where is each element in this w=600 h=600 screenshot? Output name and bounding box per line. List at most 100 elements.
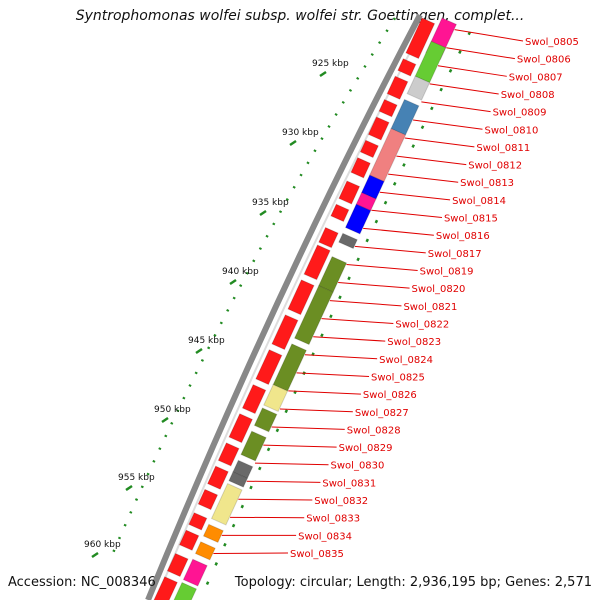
gene-label[interactable]: Swol_0827 [355, 408, 409, 419]
gene-leader-line [246, 480, 321, 483]
gene-leader-line [288, 390, 361, 395]
gene-label[interactable]: Swol_0807 [509, 72, 563, 83]
kbp-label: 925 kbp [312, 59, 349, 69]
gene-leader-line [263, 444, 337, 448]
gene-label[interactable]: Swol_0808 [501, 90, 555, 101]
reverse-gene-feature[interactable] [253, 407, 278, 433]
reverse-gene-feature[interactable] [338, 232, 358, 250]
reverse-gene-feature[interactable] [344, 203, 372, 235]
gene-leader-line [404, 137, 475, 148]
gene-leader-line [313, 336, 386, 342]
gene-leader-line [388, 173, 459, 183]
reverse-gene-feature[interactable] [240, 430, 267, 462]
gene-leader-line [421, 101, 491, 113]
gene-label[interactable]: Swol_0822 [395, 319, 449, 330]
gene-label[interactable]: Swol_0809 [493, 108, 547, 119]
forward-gene-feature[interactable] [378, 98, 398, 118]
gene-label[interactable]: Swol_0805 [525, 37, 579, 48]
gene-label[interactable]: Swol_0826 [363, 390, 417, 401]
kbp-label: 960 kbp [84, 540, 121, 550]
gene-label[interactable]: Swol_0832 [314, 496, 368, 507]
forward-gene-feature[interactable] [338, 180, 361, 205]
reverse-gene-feature[interactable] [406, 75, 431, 101]
gene-label[interactable]: Swol_0815 [444, 214, 498, 225]
forward-gene-feature[interactable] [166, 552, 189, 578]
gene-leader-line [437, 65, 507, 77]
gene-label[interactable]: Swol_0821 [403, 302, 457, 313]
forward-gene-feature[interactable] [359, 139, 379, 159]
gene-label[interactable]: Swol_0811 [476, 143, 530, 154]
reverse-gene-feature[interactable] [210, 482, 243, 526]
forward-gene-feature[interactable] [228, 413, 254, 444]
gene-label[interactable]: Swol_0817 [428, 249, 482, 260]
gene-label[interactable]: Swol_0813 [460, 178, 514, 189]
kbp-tick [319, 70, 327, 78]
forward-gene-feature[interactable] [405, 17, 436, 60]
kbp-label: 930 kbp [282, 128, 319, 138]
accession-label: Accession: NC_008346 [8, 575, 156, 590]
forward-gene-feature[interactable] [318, 226, 339, 249]
gene-label[interactable]: Swol_0810 [484, 125, 538, 136]
gene-label[interactable]: Swol_0833 [306, 514, 360, 525]
gene-leader-line [446, 47, 515, 60]
gene-leader-line [329, 300, 402, 307]
gene-label[interactable]: Swol_0835 [290, 549, 344, 560]
forward-gene-feature[interactable] [386, 75, 409, 100]
reverse-gene-feature[interactable] [272, 343, 307, 392]
gene-leader-line [271, 426, 345, 430]
map-title: Syntrophomonas wolfei subsp. wolfei str.… [75, 8, 525, 24]
kbp-tick [161, 416, 169, 424]
gene-label[interactable]: Swol_0830 [331, 461, 385, 472]
gene-label[interactable]: Swol_0829 [339, 443, 393, 454]
forward-gene-feature[interactable] [287, 279, 315, 316]
gene-leader-line [338, 282, 410, 289]
gene-label[interactable]: Swol_0806 [517, 55, 571, 66]
forward-gene-feature[interactable] [188, 512, 208, 531]
gene-leader-line [354, 245, 426, 254]
kbp-tick [91, 551, 99, 559]
gene-label[interactable]: Swol_0820 [412, 284, 466, 295]
forward-gene-feature[interactable] [206, 465, 229, 490]
reverse-gene-feature[interactable] [293, 285, 334, 346]
forward-gene-feature[interactable] [217, 442, 240, 467]
gene-label[interactable]: Swol_0834 [298, 531, 352, 542]
forward-gene-feature[interactable] [271, 314, 299, 351]
gene-leader-line [412, 119, 483, 130]
forward-gene-feature[interactable] [241, 384, 267, 415]
reverse-gene-feature[interactable] [263, 384, 289, 413]
gene-label[interactable]: Swol_0823 [387, 337, 441, 348]
gene-label[interactable]: Swol_0828 [347, 425, 401, 436]
forward-gene-feature[interactable] [255, 349, 283, 386]
gene-leader-line [379, 191, 451, 201]
reverse-gene-feature[interactable] [194, 541, 216, 561]
reverse-gene-feature[interactable] [202, 523, 224, 544]
forward-gene-feature[interactable] [303, 244, 331, 281]
forward-gene-feature[interactable] [330, 203, 350, 223]
kbp-tick [229, 278, 237, 286]
reverse-gene-feature[interactable] [173, 581, 198, 600]
reverse-gene-feature[interactable] [228, 471, 249, 488]
forward-gene-feature[interactable] [367, 116, 390, 141]
gene-label[interactable]: Swol_0831 [322, 478, 376, 489]
gene-leader-line [279, 408, 353, 413]
gene-label[interactable]: Swol_0824 [379, 355, 433, 366]
forward-gene-feature[interactable] [178, 529, 200, 551]
gene-label[interactable]: Swol_0814 [452, 196, 506, 207]
gene-leader-line [429, 83, 499, 95]
reverse-gene-feature[interactable] [182, 558, 208, 587]
gene-label[interactable]: Swol_0825 [371, 372, 425, 383]
forward-gene-feature[interactable] [397, 58, 417, 77]
gene-label[interactable]: Swol_0819 [420, 267, 474, 278]
kbp-tick [125, 484, 133, 492]
kbp-tick [259, 209, 267, 217]
gene-label[interactable]: Swol_0812 [468, 161, 522, 172]
gene-leader-line [304, 354, 378, 360]
kbp-label: 935 kbp [252, 198, 289, 208]
gene-label[interactable]: Swol_0816 [436, 231, 490, 242]
forward-gene-feature[interactable] [197, 488, 219, 511]
kbp-label: 950 kbp [154, 405, 191, 415]
forward-gene-feature[interactable] [350, 157, 371, 179]
forward-gene-feature[interactable] [153, 576, 178, 600]
gene-leader-line [346, 263, 418, 272]
